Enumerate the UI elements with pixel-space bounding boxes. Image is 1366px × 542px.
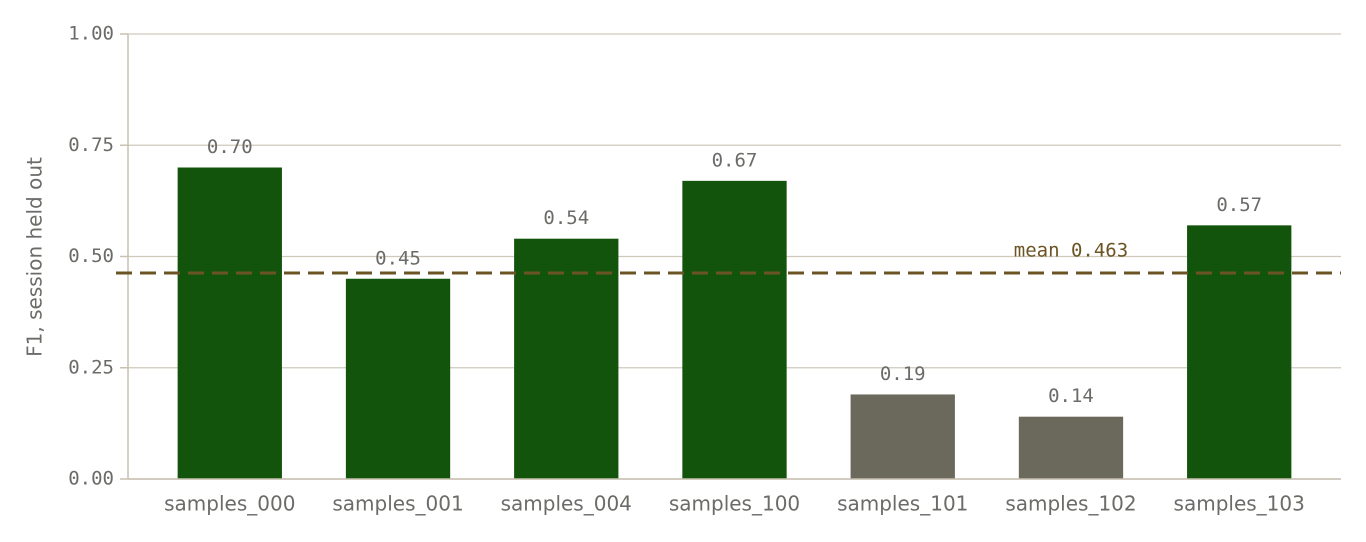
bar [345, 278, 451, 479]
bar [850, 394, 955, 479]
y-tick-label: 0.75 [68, 134, 114, 156]
value-label: 0.54 [543, 207, 589, 229]
value-label: 0.14 [1048, 385, 1094, 407]
bar [1187, 225, 1292, 479]
value-label: 0.45 [375, 247, 421, 269]
y-tick-label: 0.25 [68, 356, 114, 378]
y-tick-label: 0.50 [68, 245, 114, 267]
mean-label: mean 0.463 [1014, 239, 1128, 261]
x-tick-label: samples_004 [501, 492, 632, 516]
x-tick-label: samples_001 [332, 492, 463, 516]
value-label: 0.70 [207, 136, 253, 158]
value-label: 0.19 [880, 363, 926, 385]
value-label: 0.67 [712, 149, 758, 171]
x-tick-label: samples_100 [669, 492, 800, 516]
x-tick-label: samples_102 [1005, 492, 1136, 516]
x-tick-label: samples_101 [837, 492, 968, 516]
bar [514, 238, 619, 479]
value-label: 0.57 [1216, 194, 1262, 216]
y-tick-label: 1.00 [68, 23, 114, 45]
y-axis-label: F1, session held out [23, 157, 47, 357]
x-tick-label: samples_103 [1174, 492, 1305, 516]
x-tick-label: samples_000 [164, 492, 295, 516]
y-tick-label: 0.00 [68, 468, 114, 490]
bar [1018, 416, 1124, 479]
bar [177, 167, 282, 479]
bar [682, 180, 787, 479]
